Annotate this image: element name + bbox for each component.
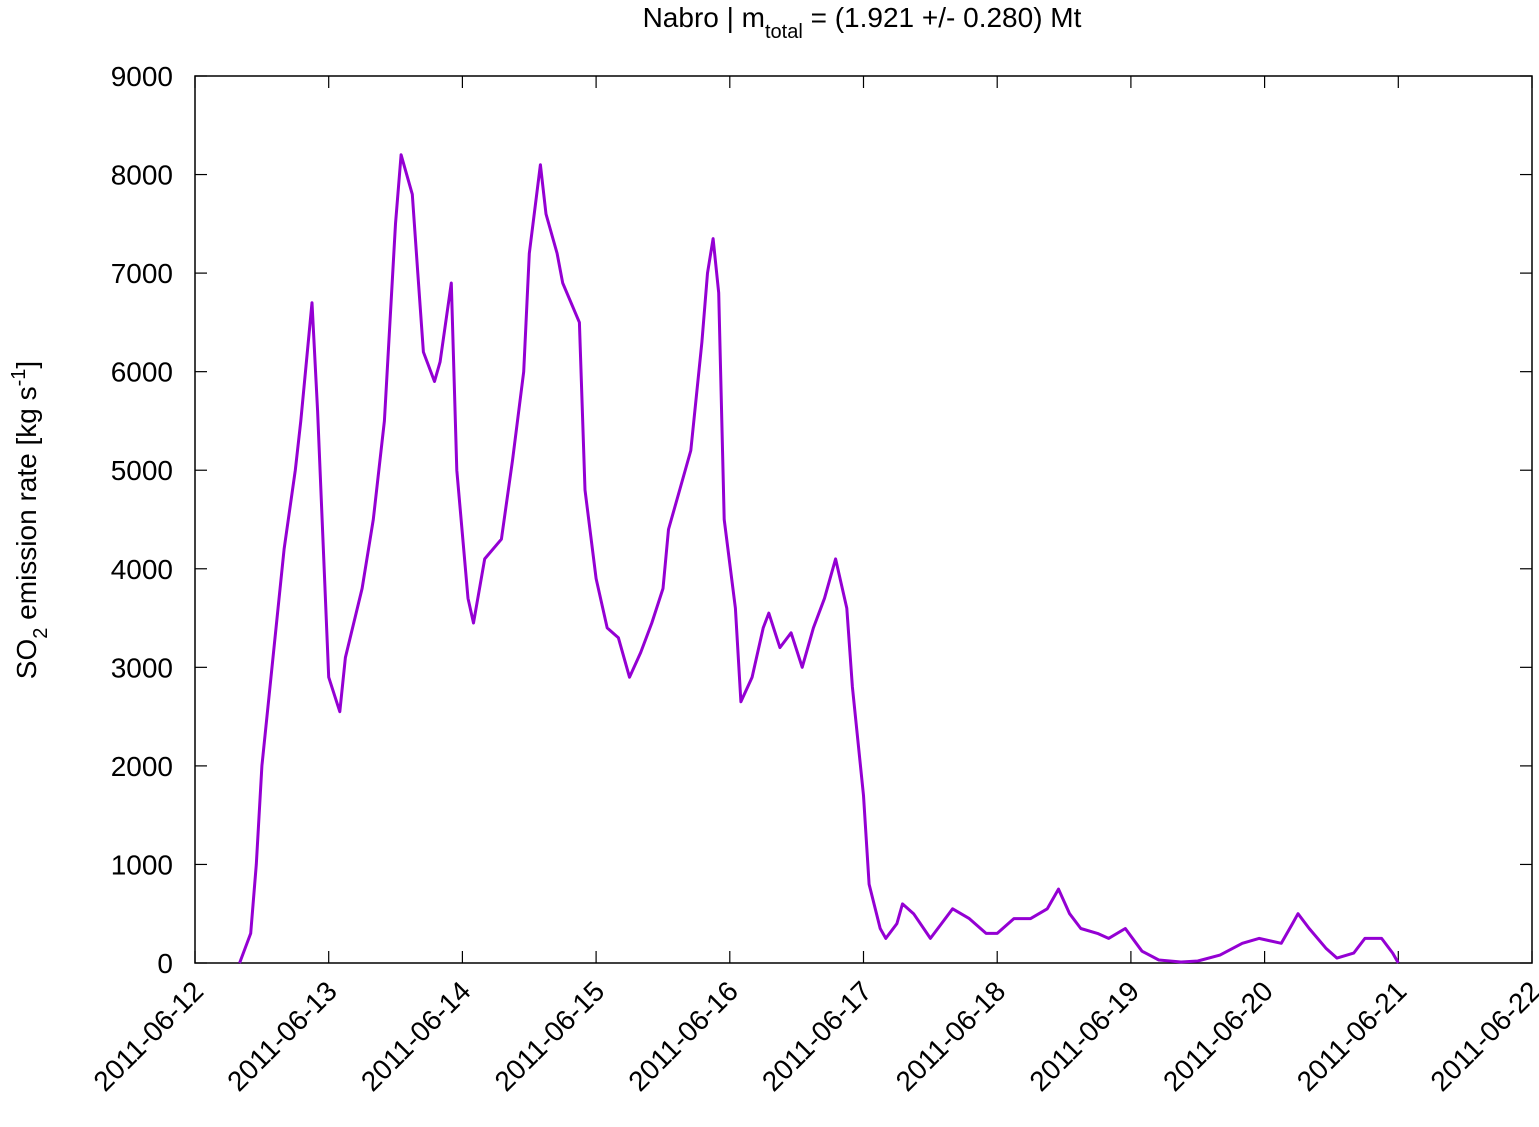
y-tick-label: 1000 [111, 849, 173, 880]
text-part: -1 [8, 369, 30, 387]
x-tick-label: 2011-06-22 [1425, 975, 1539, 1097]
x-tick-label: 2011-06-14 [355, 975, 477, 1097]
y-tick-label: 8000 [111, 160, 173, 191]
y-tick-label: 9000 [111, 61, 173, 92]
text-part: 2 [30, 628, 52, 639]
y-tick-label: 0 [157, 948, 173, 979]
text-part: = (1.921 +/- 0.280) Mt [803, 2, 1082, 33]
y-tick-label: 7000 [111, 258, 173, 289]
x-tick-label: 2011-06-15 [489, 975, 611, 1097]
y-tick-label: 5000 [111, 455, 173, 486]
x-tick-label: 2011-06-12 [88, 975, 210, 1097]
x-tick-label: 2011-06-16 [622, 975, 744, 1097]
data-line [238, 153, 1400, 964]
x-tick-label: 2011-06-18 [890, 975, 1012, 1097]
text-part: SO [11, 639, 42, 679]
x-tick-label: 2011-06-20 [1157, 975, 1279, 1097]
x-tick-label: 2011-06-19 [1023, 975, 1145, 1097]
y-tick-label: 4000 [111, 554, 173, 585]
x-tick-label: 2011-06-21 [1291, 975, 1413, 1097]
text-part: ] [11, 361, 42, 369]
text-part: total [765, 21, 803, 43]
text-part: emission rate [kg s [11, 386, 42, 627]
chart-title: Nabro | mtotal = (1.921 +/- 0.280) Mt [643, 2, 1082, 43]
y-tick-label: 3000 [111, 652, 173, 683]
y-tick-label: 2000 [111, 751, 173, 782]
y-tick-label: 6000 [111, 357, 173, 388]
y-axis-label: SO2 emission rate [kg s-1] [8, 361, 52, 679]
text-part: Nabro | m [643, 2, 765, 33]
x-tick-label: 2011-06-17 [756, 975, 878, 1097]
x-tick-label: 2011-06-13 [221, 975, 343, 1097]
